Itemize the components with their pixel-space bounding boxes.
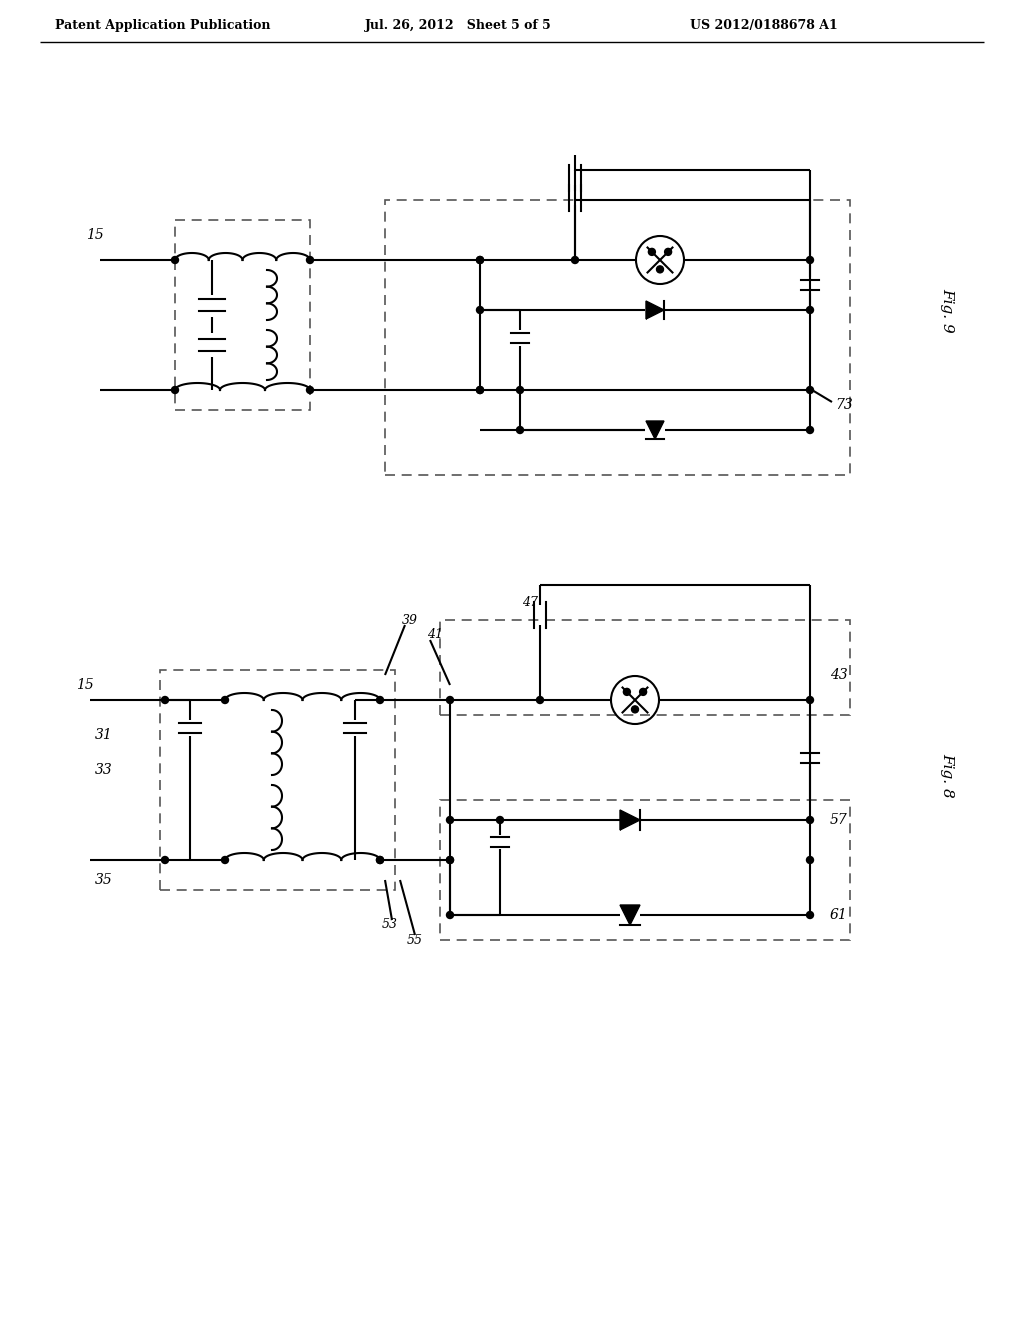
Circle shape (807, 387, 813, 393)
Polygon shape (646, 301, 664, 319)
Circle shape (476, 387, 483, 393)
Circle shape (665, 248, 672, 255)
Bar (175, 220, 310, 411)
Polygon shape (620, 810, 640, 830)
Circle shape (571, 256, 579, 264)
Text: 43: 43 (830, 668, 848, 682)
Circle shape (807, 256, 813, 264)
Circle shape (446, 857, 454, 863)
Circle shape (648, 248, 655, 255)
Text: 47: 47 (522, 595, 538, 609)
Bar (440, 620, 850, 715)
Circle shape (377, 857, 384, 863)
Circle shape (306, 256, 313, 264)
Circle shape (516, 426, 523, 433)
Circle shape (807, 306, 813, 314)
Circle shape (171, 387, 178, 393)
Circle shape (537, 697, 544, 704)
Text: 55: 55 (407, 933, 423, 946)
Circle shape (476, 387, 483, 393)
Text: Fig. 9: Fig. 9 (940, 288, 954, 333)
Text: 73: 73 (835, 399, 853, 412)
Polygon shape (620, 906, 640, 925)
Text: 35: 35 (95, 873, 113, 887)
Circle shape (476, 256, 483, 264)
Bar (385, 201, 850, 475)
Circle shape (162, 697, 169, 704)
Circle shape (162, 857, 169, 863)
Circle shape (807, 817, 813, 824)
Circle shape (221, 857, 228, 863)
Text: Patent Application Publication: Patent Application Publication (55, 18, 270, 32)
Circle shape (807, 426, 813, 433)
Circle shape (807, 697, 813, 704)
Circle shape (446, 857, 454, 863)
Text: 15: 15 (86, 228, 103, 242)
Text: US 2012/0188678 A1: US 2012/0188678 A1 (690, 18, 838, 32)
Circle shape (446, 817, 454, 824)
Circle shape (497, 817, 504, 824)
Circle shape (640, 689, 646, 696)
Text: 33: 33 (95, 763, 113, 777)
Circle shape (516, 387, 523, 393)
Circle shape (221, 697, 228, 704)
Text: 53: 53 (382, 919, 398, 932)
Text: 57: 57 (830, 813, 848, 828)
Circle shape (377, 857, 384, 863)
Circle shape (807, 857, 813, 863)
Circle shape (807, 912, 813, 919)
Text: 15: 15 (76, 678, 94, 692)
Text: 61: 61 (830, 908, 848, 921)
Circle shape (656, 265, 664, 273)
Circle shape (446, 912, 454, 919)
Text: 31: 31 (95, 729, 113, 742)
Text: Jul. 26, 2012   Sheet 5 of 5: Jul. 26, 2012 Sheet 5 of 5 (365, 18, 552, 32)
Circle shape (446, 697, 454, 704)
Circle shape (476, 306, 483, 314)
Bar (160, 671, 395, 890)
Polygon shape (646, 421, 664, 440)
Circle shape (624, 689, 631, 696)
Text: Fig. 8: Fig. 8 (940, 752, 954, 797)
Circle shape (306, 387, 313, 393)
Circle shape (632, 706, 639, 713)
Text: 41: 41 (427, 628, 443, 642)
Text: 39: 39 (402, 614, 418, 627)
Circle shape (377, 697, 384, 704)
Circle shape (476, 256, 483, 264)
Circle shape (171, 256, 178, 264)
Bar (440, 800, 850, 940)
